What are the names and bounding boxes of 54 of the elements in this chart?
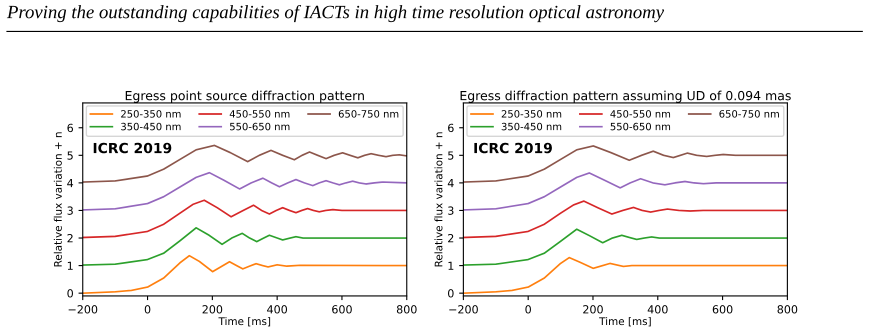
legend-label: 450-550 nm: [230, 110, 290, 118]
y-tick-label: 5: [68, 151, 73, 160]
x-tick-label: 400: [648, 305, 668, 314]
line-series: [82, 199, 407, 238]
x-tick-label: 200: [202, 305, 222, 314]
line-series: [82, 254, 407, 294]
line-series: [463, 228, 788, 266]
x-tick-label: −200: [449, 305, 478, 314]
text: Proving the outstanding capabilities of IACTs in high time resolution optical astronomy: [6, 4, 664, 22]
legend-label: 350-450 nm: [502, 122, 562, 130]
x-axis-title: Time [ms]: [218, 317, 270, 326]
y-tick-label: 1: [68, 262, 73, 270]
x-tick-label: 0: [144, 305, 150, 314]
line-series: [82, 172, 407, 211]
y-tick-label: 2: [67, 234, 73, 242]
legend-label: 250-350 nm: [502, 110, 562, 118]
line-series: [82, 144, 407, 183]
legend-label: 250-350 nm: [121, 110, 181, 118]
line-series: [463, 256, 788, 294]
x-tick-label: 600: [332, 305, 352, 314]
x-tick-label: 600: [712, 305, 732, 314]
chart-title: Egress diffraction pattern assuming UD of 0.094 mas: [460, 90, 791, 103]
y-tick-label: 4: [448, 179, 454, 188]
line-series: [82, 226, 407, 266]
legend-label: 450-550 nm: [610, 110, 670, 118]
x-tick-label: 200: [583, 305, 603, 314]
annotation: ICRC 2019: [474, 142, 552, 154]
y-tick-label: 6: [448, 124, 454, 132]
legend-label: 650-750 nm: [338, 110, 398, 118]
x-tick-label: −200: [68, 305, 98, 314]
x-tick-label: 0: [525, 305, 531, 314]
y-tick-label: 6: [67, 124, 74, 132]
y-tick-label: 5: [448, 151, 454, 160]
legend-label: 550-650 nm: [230, 122, 290, 130]
y-tick-label: 1: [448, 262, 454, 270]
legend-label: 350-450 nm: [121, 122, 181, 130]
line-series: [463, 200, 788, 238]
y-tick-label: 3: [448, 206, 454, 215]
line-series: [463, 172, 788, 211]
annotation: ICRC 2019: [94, 142, 172, 154]
chart-title: Egress point source diffraction pattern: [126, 90, 364, 103]
legend-label: 550-650 nm: [610, 122, 670, 130]
x-axis-title: Time [ms]: [599, 317, 651, 326]
legend-label: 650-750 nm: [719, 110, 779, 118]
y-axis-title: Relative flux variation + n: [434, 132, 442, 266]
y-axis-title: Relative flux variation + n: [54, 132, 62, 266]
y-tick-label: 0: [448, 289, 454, 298]
y-tick-label: 2: [448, 234, 454, 242]
y-tick-label: 4: [67, 179, 74, 188]
y-tick-label: 3: [67, 206, 73, 215]
x-tick-label: 800: [778, 305, 798, 314]
x-tick-label: 800: [396, 305, 417, 314]
y-tick-label: 0: [67, 289, 73, 298]
x-tick-label: 400: [267, 305, 288, 314]
